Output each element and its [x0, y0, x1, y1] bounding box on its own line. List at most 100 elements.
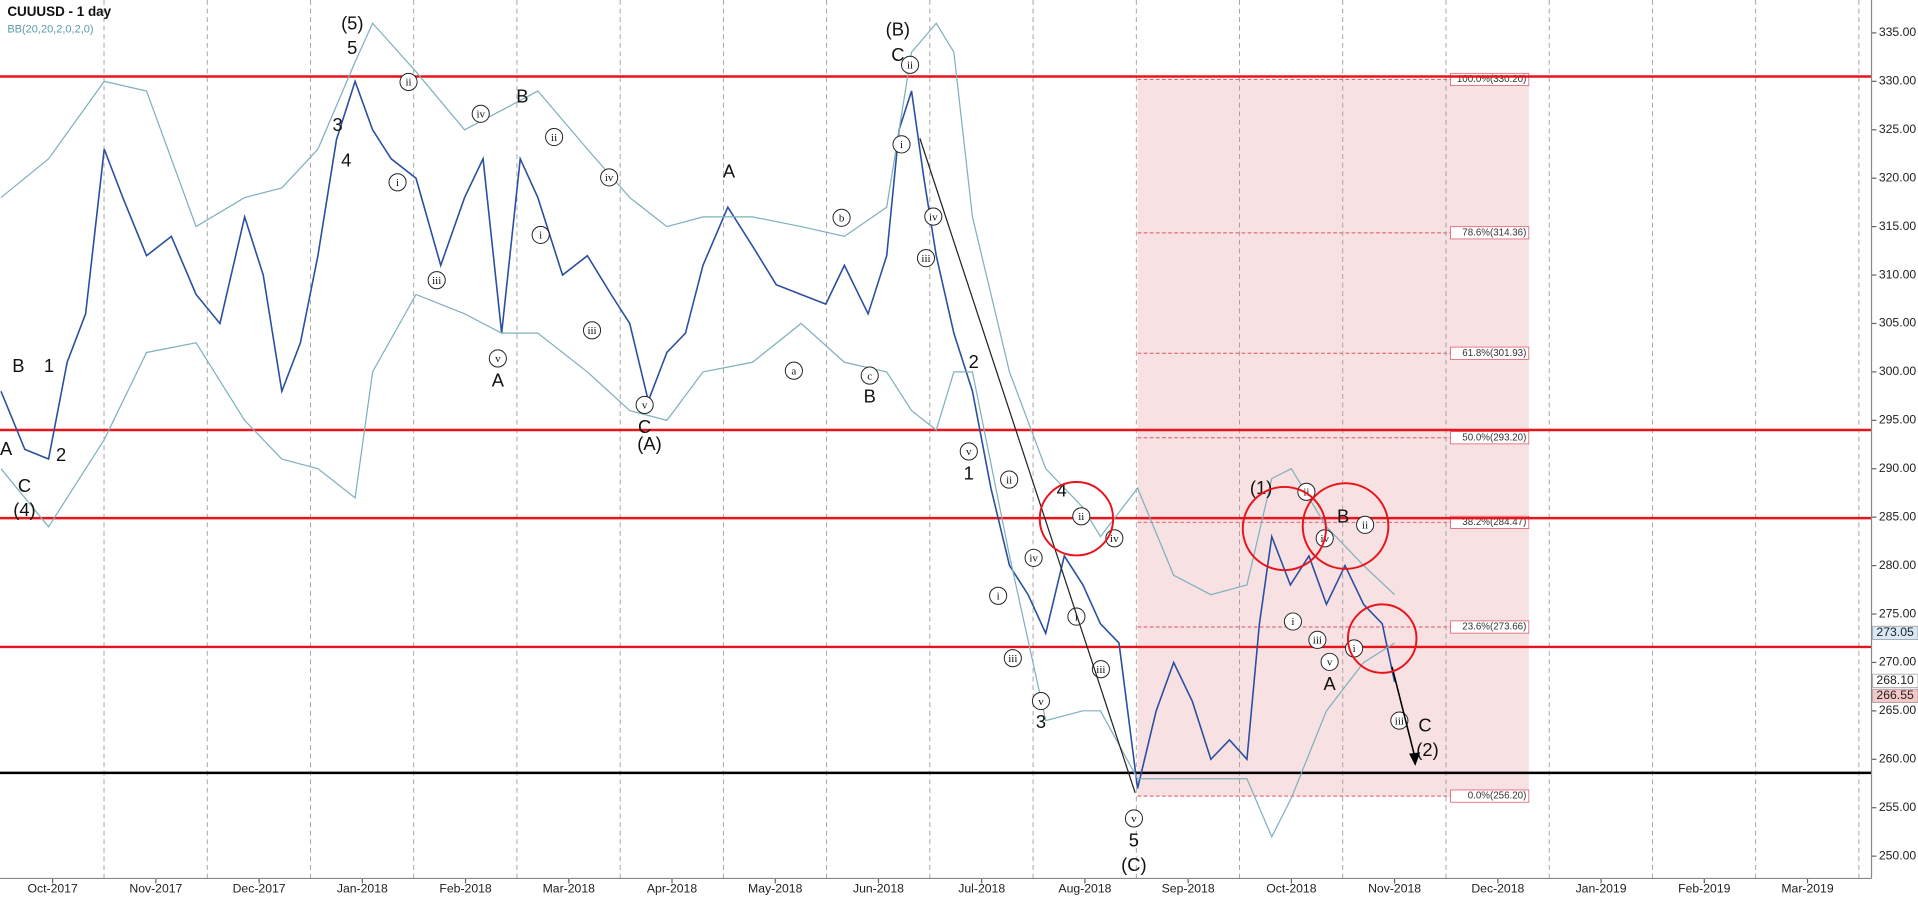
wave-circle [399, 72, 418, 92]
y-tick-label: 270.00 [1879, 655, 1917, 669]
wave-circle [635, 395, 654, 415]
wave-label: i [539, 230, 542, 242]
wave-label: 4 [1057, 480, 1067, 501]
x-tick-label: Feb-2019 [1678, 882, 1731, 896]
x-tick-label: Sep-2018 [1162, 882, 1215, 896]
x-tick-label: Nov-2017 [129, 882, 182, 896]
wave-label: 1 [44, 355, 54, 376]
wave-label: (4) [13, 499, 35, 520]
highlight-circles [1038, 481, 1418, 674]
fib-label: 0.0%(256.20) [1468, 791, 1527, 802]
subtitle: BB(20,20,2,0,2,0) [7, 23, 93, 35]
x-tick-label: Oct-2018 [1266, 882, 1316, 896]
price-label-box [1872, 625, 1918, 640]
circle [1347, 603, 1418, 674]
wave-circle [531, 225, 550, 244]
wave-circle [924, 207, 943, 226]
fib-label-box [1450, 346, 1530, 360]
wave-circle [1072, 507, 1091, 526]
price-label: 268.10 [1876, 673, 1914, 687]
arrow-head [1409, 752, 1421, 766]
fib-label: 61.8%(301.93) [1462, 348, 1526, 359]
x-tick-label: Jun-2018 [853, 882, 904, 896]
wave-circle [1308, 630, 1327, 649]
y-tick-label: 285.00 [1879, 509, 1917, 523]
x-tick-label: Mar-2018 [543, 882, 595, 896]
wave-label: a [791, 365, 796, 377]
wave-circle [832, 208, 851, 227]
wave-circle [1003, 649, 1022, 668]
wave-label: ii [551, 132, 557, 144]
wave-label: 2 [56, 444, 66, 465]
price-label: 273.05 [1876, 625, 1914, 639]
bollinger-band [0, 293, 1395, 839]
wave-label: v [495, 353, 501, 365]
fib-label: 38.2%(284.47) [1462, 517, 1526, 528]
wave-circle [427, 271, 446, 290]
wave-label: B [516, 86, 528, 107]
y-tick-label: 335.00 [1879, 25, 1917, 39]
circle [1038, 481, 1115, 557]
wave-label: iii [1313, 635, 1322, 647]
wave-label: ii [907, 60, 913, 72]
x-tick-label: Jul-2018 [958, 882, 1005, 896]
wave-label: C [638, 416, 651, 437]
wave-circle [959, 442, 978, 461]
y-tick-label: 315.00 [1879, 219, 1917, 233]
wave-label: 2 [969, 351, 979, 372]
y-tick-label: 300.00 [1879, 364, 1917, 378]
wave-label: i [1291, 616, 1294, 628]
wave-label: (1) [1250, 477, 1272, 498]
arrow [1391, 666, 1417, 759]
wave-label: i [1075, 611, 1078, 623]
wave-label: c [867, 370, 872, 382]
fib-label-box [1450, 431, 1530, 445]
wave-label: B [1337, 505, 1349, 526]
wave-label: v [1038, 696, 1044, 708]
wave-label: v [642, 400, 648, 412]
wave-label: (5) [341, 12, 363, 33]
wave-label: ii [1362, 520, 1368, 532]
wave-circle [471, 104, 490, 123]
x-tick-label: Jan-2018 [337, 882, 388, 896]
wave-label: iv [476, 109, 485, 121]
wave-label: ii [1006, 474, 1012, 486]
wave-label: A [0, 438, 13, 459]
x-tick-label: Dec-2018 [1471, 882, 1524, 896]
fib-label: 50.0%(293.20) [1462, 432, 1526, 443]
wave-label: 1 [964, 463, 974, 484]
x-tick-label: Feb-2018 [439, 882, 492, 896]
y-tick-label: 250.00 [1879, 848, 1917, 862]
wave-circle [1091, 660, 1110, 679]
x-tick-label: Mar-2019 [1781, 882, 1833, 896]
wave-label: iii [1008, 653, 1017, 665]
wave-circle [582, 321, 602, 340]
wave-circle [1024, 548, 1043, 567]
wave-circle [1000, 470, 1019, 489]
price-label-box [1872, 688, 1918, 703]
fib-label: 23.6%(273.66) [1462, 622, 1526, 633]
wave-circle [600, 168, 619, 187]
y-tick-label: 290.00 [1879, 461, 1917, 475]
wave-label: iii [1096, 664, 1105, 676]
wave-circle [784, 361, 803, 380]
fib-label: 78.6%(314.36) [1462, 227, 1526, 238]
y-tick-label: 265.00 [1879, 703, 1917, 717]
circle [1241, 485, 1327, 572]
y-tick-label: 330.00 [1879, 74, 1917, 88]
wave-circle [916, 249, 936, 268]
wave-circle [1283, 612, 1302, 631]
wave-label: 5 [1129, 830, 1139, 851]
y-tick-label: 305.00 [1879, 316, 1917, 330]
x-tick-label: Jan-2019 [1576, 882, 1627, 896]
price-label: 266.55 [1876, 688, 1914, 702]
wave-label: ii [1078, 511, 1084, 523]
wave-circle [388, 173, 407, 192]
wave-label: iv [929, 211, 938, 223]
wave-circle [1124, 809, 1143, 828]
y-tick-label: 255.00 [1879, 800, 1917, 814]
y-tick-label: 275.00 [1879, 606, 1917, 620]
wave-label: (A) [637, 433, 661, 454]
wave-label: v [966, 446, 972, 458]
